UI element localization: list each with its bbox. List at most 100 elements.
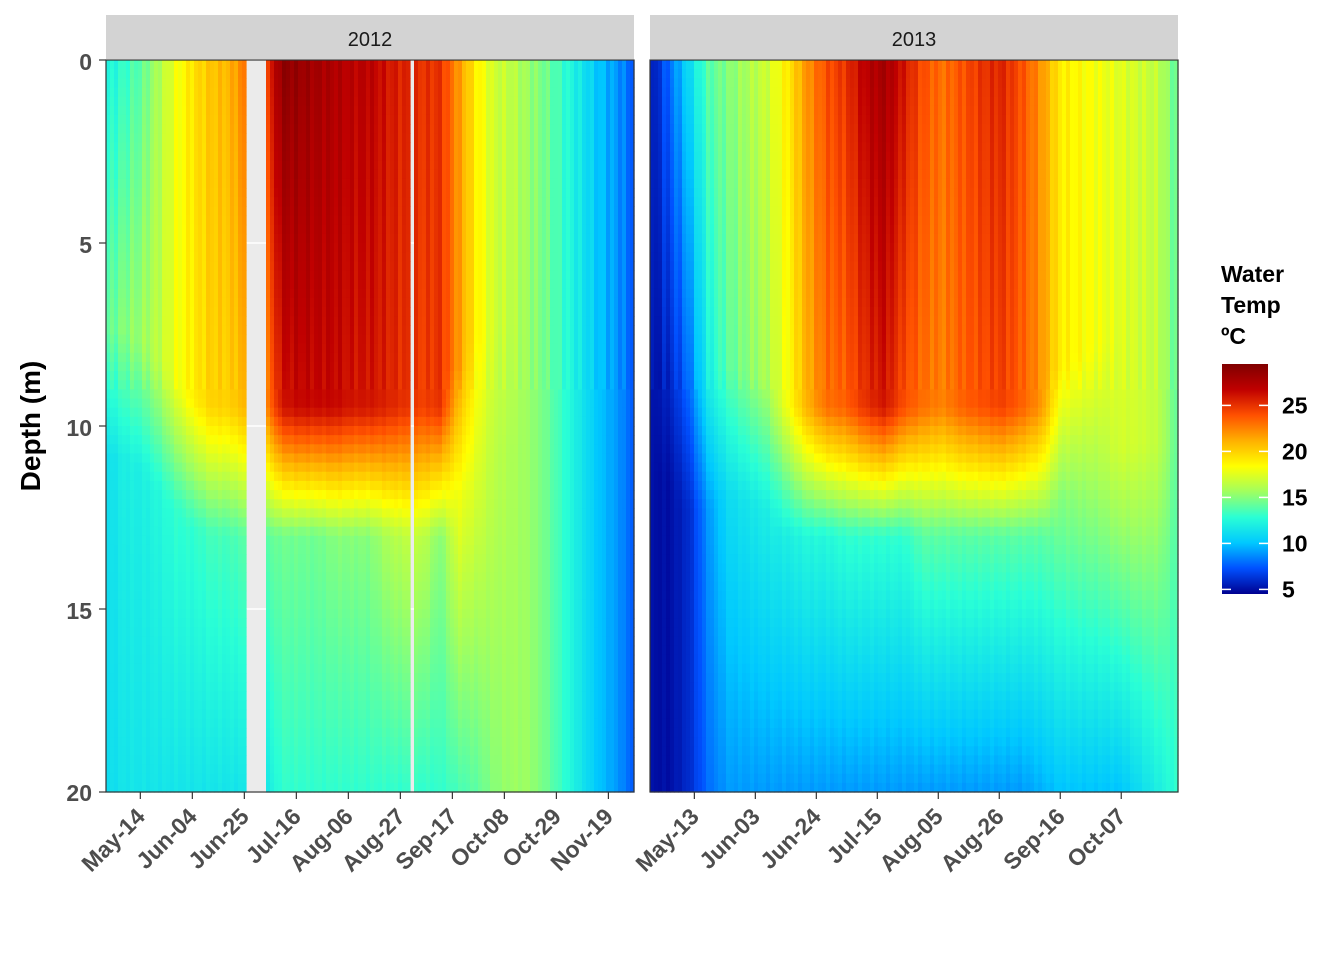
heat-cell [270, 572, 275, 583]
heat-cell [170, 764, 175, 775]
heat-cell [358, 737, 363, 747]
heat-cell [150, 371, 155, 381]
heat-cell [190, 535, 195, 546]
heat-cell [366, 572, 371, 583]
heat-cell [150, 526, 155, 537]
heat-cell [342, 563, 347, 573]
heat-cell [174, 618, 179, 628]
heat-cell [122, 133, 127, 143]
heat-cell [118, 160, 123, 171]
heat-cell [350, 87, 355, 98]
heat-cell [138, 96, 143, 107]
heat-cell [138, 160, 143, 171]
heat-cell [306, 297, 311, 308]
heat-cell [302, 151, 307, 162]
heat-cell [114, 105, 119, 116]
heat-cell [346, 471, 351, 482]
heat-cell [290, 114, 295, 125]
heat-cell [162, 526, 167, 537]
heat-cell [130, 581, 135, 592]
heat-cell [138, 526, 143, 537]
heat-cell [162, 261, 167, 272]
heat-cell [190, 746, 195, 756]
heat-cell [358, 599, 363, 610]
heat-cell [286, 499, 291, 509]
heat-cell [202, 151, 207, 162]
heat-cell [350, 124, 355, 134]
heat-cell [134, 389, 139, 400]
heat-cell [266, 554, 271, 564]
heat-cell [166, 499, 171, 509]
heat-cell [230, 124, 235, 134]
heat-cell [206, 96, 211, 107]
heat-cell [338, 96, 343, 107]
heat-cell [278, 627, 283, 638]
heat-cell [138, 105, 143, 116]
heat-cell [302, 142, 307, 153]
heat-cell [202, 572, 207, 583]
heat-cell [242, 288, 247, 299]
heat-cell [350, 663, 355, 674]
heat-cell [178, 105, 183, 116]
heat-cell [318, 426, 323, 436]
heat-cell [374, 124, 379, 134]
heat-cell [202, 737, 207, 747]
heat-cell [318, 389, 323, 400]
heat-cell [214, 114, 219, 125]
heat-cell [298, 682, 303, 692]
heat-cell [326, 517, 331, 528]
heat-cell [322, 316, 327, 326]
heat-cell [366, 288, 371, 299]
heat-cell [198, 261, 203, 272]
heat-cell [318, 480, 323, 491]
heat-cell [242, 746, 247, 756]
heat-cell [190, 407, 195, 418]
heat-cell [226, 444, 231, 455]
heat-cell [334, 654, 339, 665]
heat-cell [294, 471, 299, 482]
heat-cell [362, 105, 367, 116]
heat-cell [350, 737, 355, 747]
heat-cell [310, 325, 315, 336]
heat-cell [342, 224, 347, 235]
heat-cell [370, 709, 375, 720]
heat-cell [138, 773, 143, 784]
heat-cell [146, 581, 151, 592]
heat-cell [242, 178, 247, 189]
heat-cell [218, 142, 223, 153]
heat-cell [178, 673, 183, 683]
heat-cell [146, 700, 151, 711]
heat-cell [362, 252, 367, 262]
heat-cell [186, 544, 191, 555]
heat-cell [194, 124, 199, 134]
heat-cell [310, 691, 315, 702]
heat-cell [110, 691, 115, 702]
heat-cell [294, 718, 299, 729]
heat-cell [306, 609, 311, 619]
heat-cell [334, 682, 339, 692]
heat-cell [214, 361, 219, 372]
heat-cell [150, 279, 155, 290]
heat-cell [186, 215, 191, 226]
heat-cell [214, 517, 219, 528]
heat-cell [226, 462, 231, 473]
heat-cell [210, 764, 215, 775]
heat-cell [218, 599, 223, 610]
heat-cell [306, 663, 311, 674]
heat-cell [122, 398, 127, 409]
heat-cell [230, 224, 235, 235]
heat-cell [230, 343, 235, 354]
heat-cell [206, 352, 211, 363]
heat-cell [322, 87, 327, 98]
heat-cell [298, 508, 303, 519]
heat-cell [346, 169, 351, 180]
heat-cell [158, 618, 163, 628]
heat-cell [274, 471, 279, 482]
heat-cell [202, 764, 207, 775]
heat-cell [110, 737, 115, 747]
heat-cell [178, 270, 183, 281]
heat-cell [210, 581, 215, 592]
heat-cell [182, 352, 187, 363]
heat-cell [150, 709, 155, 720]
heat-cell [162, 764, 167, 775]
